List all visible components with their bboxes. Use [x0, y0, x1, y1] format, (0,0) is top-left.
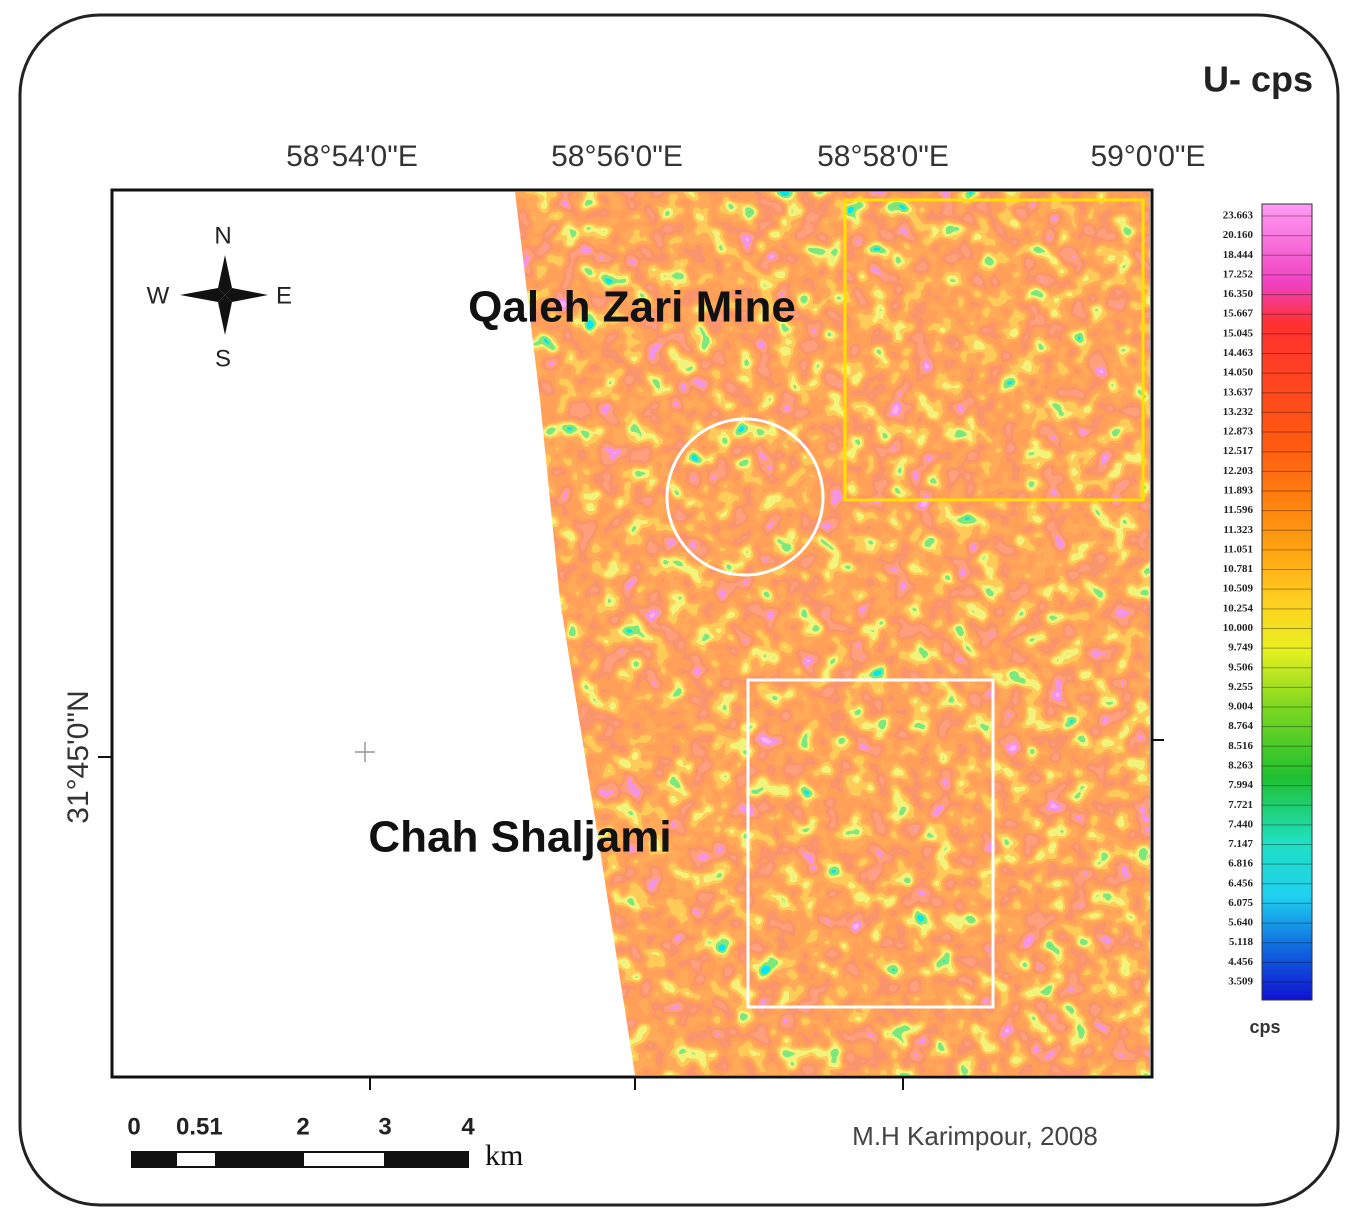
- longitude-label: 58°58'0"E: [817, 140, 949, 173]
- legend-label: 12.203: [1223, 465, 1254, 477]
- legend-label: 11.051: [1223, 543, 1253, 555]
- scale-label: 1: [209, 1113, 222, 1140]
- place-label: Qaleh Zari Mine: [468, 283, 796, 332]
- legend-label: 10.254: [1223, 602, 1254, 614]
- latitude-label: 31°45'0"N: [62, 690, 95, 823]
- legend-label: 17.252: [1223, 268, 1254, 280]
- legend-label: 10.509: [1223, 583, 1254, 595]
- scale-label: 0.5: [176, 1113, 209, 1140]
- legend-label: 15.045: [1223, 327, 1254, 339]
- legend-label: 20.160: [1223, 229, 1254, 241]
- legend-label: 13.637: [1223, 386, 1254, 398]
- legend-label: 6.075: [1228, 897, 1253, 909]
- legend-label: 13.232: [1223, 406, 1254, 418]
- scale-label: 3: [378, 1113, 391, 1140]
- compass-e: E: [276, 282, 292, 309]
- compass-w: W: [147, 282, 170, 309]
- legend-label: 5.118: [1229, 936, 1254, 948]
- legend-label: 7.994: [1228, 779, 1253, 791]
- legend-label: 3.509: [1228, 976, 1253, 988]
- legend-unit: cps: [1249, 1017, 1280, 1037]
- legend-label: 8.764: [1228, 720, 1253, 732]
- map-title: U- cps: [1203, 59, 1313, 100]
- legend-label: 18.444: [1223, 249, 1254, 261]
- map-page: U- cps 58°54'0"E 58°56'0"E 58°58'0"E 59°0'0…: [0, 0, 1347, 1212]
- legend-label: 10.781: [1223, 563, 1253, 575]
- legend-label: 15.667: [1223, 308, 1254, 320]
- scale-label: 4: [461, 1113, 475, 1140]
- legend-label: 12.517: [1223, 445, 1254, 457]
- legend-label: 11.323: [1223, 524, 1253, 536]
- legend-label: 8.516: [1228, 740, 1253, 752]
- legend-label: 6.816: [1228, 858, 1253, 870]
- legend-label: 9.255: [1228, 681, 1253, 693]
- longitude-label: 58°56'0"E: [551, 140, 683, 173]
- legend-label: 14.463: [1223, 347, 1254, 359]
- legend-label: 16.350: [1223, 288, 1254, 300]
- legend-label: 7.721: [1228, 799, 1253, 811]
- scale-label: 2: [296, 1113, 309, 1140]
- legend-label: 5.640: [1228, 917, 1253, 929]
- compass-n: N: [214, 222, 231, 249]
- legend-label: 9.749: [1228, 642, 1253, 654]
- legend-label: 9.004: [1228, 701, 1253, 713]
- legend-bar: [1262, 204, 1312, 1000]
- scale-unit: km: [485, 1139, 523, 1172]
- legend-label: 8.263: [1228, 759, 1253, 771]
- legend-label: 9.506: [1228, 661, 1253, 673]
- compass-s: S: [215, 345, 231, 372]
- legend-label: 7.440: [1228, 818, 1253, 830]
- legend-label: 14.050: [1223, 367, 1254, 379]
- legend-label: 11.893: [1223, 485, 1253, 497]
- scale-label: 0: [127, 1113, 140, 1140]
- scale-bar: [132, 1152, 468, 1167]
- legend-label: 7.147: [1228, 838, 1253, 850]
- legend-label: 6.456: [1228, 877, 1253, 889]
- legend-label: 12.873: [1223, 426, 1254, 438]
- longitude-label: 59°0'0"E: [1090, 140, 1205, 173]
- credit: M.H Karimpour, 2008: [852, 1121, 1098, 1151]
- place-label: Chah Shaljami: [368, 813, 671, 862]
- legend-label: 23.663: [1223, 210, 1254, 222]
- legend-label: 11.596: [1223, 504, 1253, 516]
- longitude-label: 58°54'0"E: [286, 140, 418, 173]
- legend-label: 4.456: [1228, 956, 1253, 968]
- legend-label: 10.000: [1223, 622, 1254, 634]
